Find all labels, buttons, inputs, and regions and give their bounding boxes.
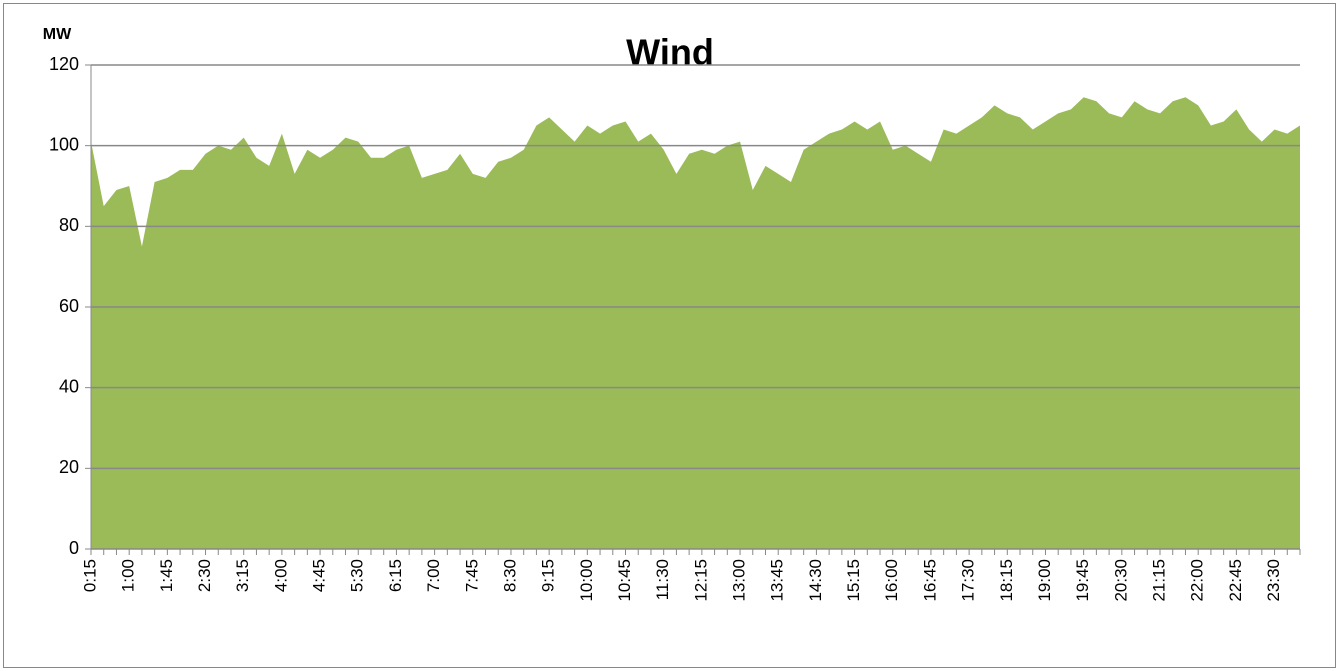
x-tick-label: 16:00 (882, 559, 901, 602)
y-tick-label: 80 (59, 215, 79, 235)
y-tick-label: 60 (59, 296, 79, 316)
x-tick-label: 8:30 (500, 559, 519, 592)
x-tick-label: 20:30 (1111, 559, 1130, 602)
x-tick-label: 6:15 (386, 559, 405, 592)
x-tick-label: 10:00 (577, 559, 596, 602)
x-tick-label: 5:30 (348, 559, 367, 592)
x-tick-label: 14:30 (806, 559, 825, 602)
x-tick-label: 10:45 (615, 559, 634, 602)
x-tick-label: 13:00 (730, 559, 749, 602)
x-tick-label: 1:45 (157, 559, 176, 592)
x-tick-label: 12:15 (691, 559, 710, 602)
x-tick-label: 2:30 (195, 559, 214, 592)
x-tick-label: 17:30 (959, 559, 978, 602)
x-tick-label: 21:15 (1149, 559, 1168, 602)
y-tick-label: 100 (49, 134, 79, 154)
x-tick-label: 7:00 (424, 559, 443, 592)
x-tick-label: 4:45 (310, 559, 329, 592)
y-tick-label: 120 (49, 54, 79, 74)
y-tick-label: 0 (69, 538, 79, 558)
x-tick-label: 16:45 (920, 559, 939, 602)
x-tick-label: 22:00 (1188, 559, 1207, 602)
x-tick-label: 22:45 (1226, 559, 1245, 602)
x-tick-label: 13:45 (768, 559, 787, 602)
chart-title: Wind (626, 32, 714, 73)
x-tick-label: 18:15 (997, 559, 1016, 602)
y-axis-label: MW (43, 26, 72, 43)
x-tick-label: 15:15 (844, 559, 863, 602)
x-tick-label: 7:45 (462, 559, 481, 592)
x-tick-label: 0:15 (80, 559, 99, 592)
x-tick-label: 3:15 (233, 559, 252, 592)
x-tick-label: 1:00 (119, 559, 138, 592)
x-tick-label: 23:30 (1264, 559, 1283, 602)
y-tick-label: 20 (59, 457, 79, 477)
x-tick-label: 19:00 (1035, 559, 1054, 602)
x-tick-label: 19:45 (1073, 559, 1092, 602)
y-tick-label: 40 (59, 376, 79, 396)
area (91, 97, 1300, 550)
x-tick-label: 11:30 (653, 559, 672, 600)
x-tick-label: 4:00 (271, 559, 290, 592)
x-tick-label: 9:15 (539, 559, 558, 592)
